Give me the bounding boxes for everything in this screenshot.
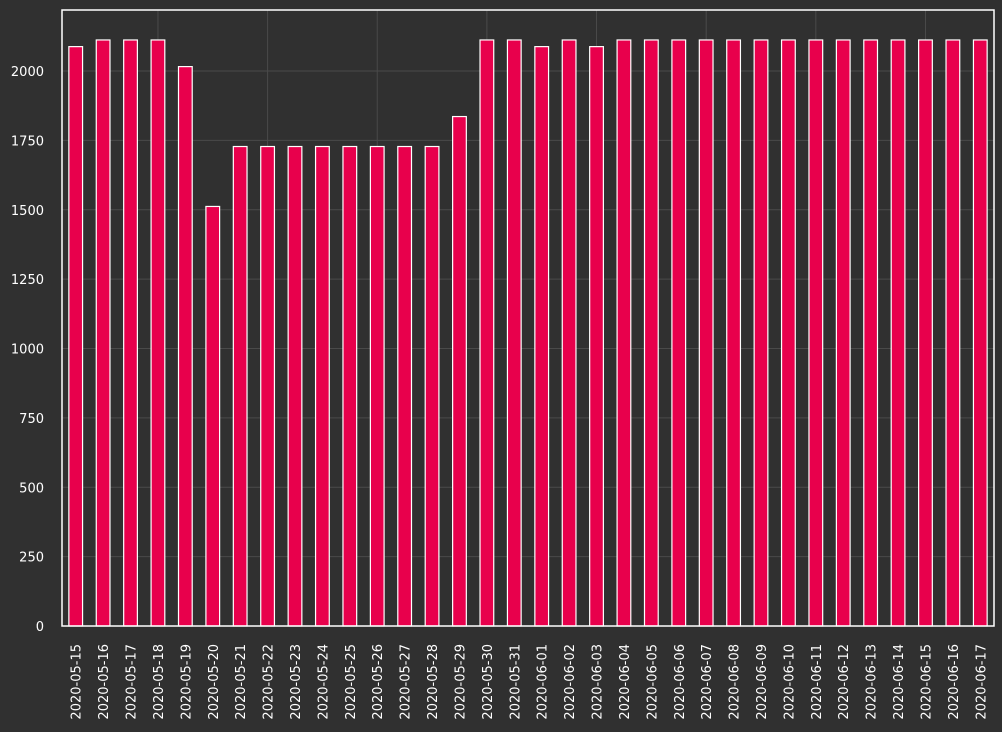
- bar-2020-06-15: [918, 39, 933, 627]
- bar-2020-05-26: [369, 145, 385, 627]
- x-tick-label: 2020-06-10: [782, 644, 797, 720]
- bar-2020-05-23: [287, 145, 303, 627]
- y-axis-ticks: 0 250 500 750 1000 1250 1500 1750 2000: [11, 65, 44, 635]
- x-tick-label: 2020-06-05: [645, 644, 660, 720]
- bar-layer: [68, 39, 988, 627]
- bar-2020-05-28: [424, 145, 440, 627]
- grid-layer: [62, 10, 994, 627]
- x-tick-label: 2020-06-13: [865, 644, 880, 720]
- bar-2020-05-16: [95, 39, 111, 627]
- y-tick-label: 1750: [11, 134, 44, 149]
- x-tick-label: 2020-05-20: [207, 644, 222, 720]
- x-tick-label: 2020-05-31: [508, 644, 523, 720]
- x-tick-label: 2020-05-17: [125, 644, 140, 720]
- x-axis-ticks: 2020-05-15 2020-05-16 2020-05-17 2020-05-18…: [70, 644, 990, 720]
- y-tick-label: 2000: [11, 65, 44, 80]
- bar-2020-05-15: [68, 46, 84, 627]
- bar-2020-06-03: [589, 46, 604, 627]
- x-tick-label: 2020-05-29: [453, 644, 468, 720]
- bar-2020-05-27: [397, 145, 413, 627]
- bar-2020-06-02: [561, 39, 577, 627]
- bar-2020-06-12: [835, 39, 851, 627]
- y-tick-label: 750: [19, 412, 44, 427]
- bar-2020-06-05: [643, 39, 659, 627]
- bar-2020-05-18: [150, 39, 166, 627]
- bar-2020-06-09: [753, 39, 769, 627]
- y-tick-label: 0: [36, 620, 44, 635]
- bar-2020-06-10: [780, 39, 796, 627]
- bar-2020-05-31: [506, 39, 522, 627]
- bar-2020-05-19: [177, 66, 193, 627]
- bar-2020-06-13: [863, 39, 879, 627]
- x-tick-label: 2020-05-15: [70, 644, 85, 720]
- x-tick-label: 2020-05-28: [426, 644, 441, 720]
- x-tick-label: 2020-05-16: [97, 644, 112, 720]
- x-tick-label: 2020-06-04: [618, 644, 633, 720]
- x-tick-label: 2020-05-18: [152, 644, 167, 720]
- x-tick-label: 2020-06-08: [728, 644, 743, 720]
- y-tick-label: 500: [19, 481, 44, 496]
- bar-2020-05-22: [260, 145, 276, 627]
- x-tick-label: 2020-06-16: [947, 644, 962, 720]
- x-tick-label: 2020-05-19: [179, 644, 194, 720]
- x-tick-label: 2020-06-07: [700, 644, 715, 720]
- bar-2020-05-21: [232, 145, 248, 627]
- bar-2020-06-14: [890, 39, 906, 627]
- bar-2020-06-04: [616, 39, 632, 627]
- bar-2020-06-11: [808, 39, 824, 627]
- bar-2020-05-25: [342, 145, 358, 627]
- y-tick-label: 250: [19, 551, 44, 566]
- x-tick-label: 2020-05-24: [316, 644, 331, 720]
- bar-2020-05-17: [123, 39, 138, 627]
- y-tick-label: 1500: [11, 204, 44, 219]
- x-tick-label: 2020-05-22: [262, 644, 277, 720]
- bar-2020-06-08: [726, 39, 742, 627]
- bar-2020-06-07: [698, 39, 714, 627]
- x-tick-label: 2020-06-11: [810, 644, 825, 720]
- x-tick-label: 2020-06-15: [919, 644, 934, 720]
- x-tick-label: 2020-05-26: [371, 644, 386, 720]
- bar-2020-06-16: [945, 39, 961, 627]
- bar-2020-06-06: [671, 39, 687, 627]
- x-tick-label: 2020-06-02: [563, 644, 578, 720]
- x-tick-label: 2020-06-17: [974, 644, 989, 720]
- x-tick-label: 2020-06-06: [673, 644, 688, 720]
- plot-frame: [61, 9, 995, 627]
- x-tick-label: 2020-06-09: [755, 644, 770, 720]
- x-tick-label: 2020-06-14: [892, 644, 907, 720]
- bar-2020-06-17: [972, 39, 988, 627]
- bar-2020-06-01: [534, 46, 550, 627]
- bar-2020-05-29: [452, 115, 467, 627]
- x-tick-label: 2020-05-23: [289, 644, 304, 720]
- x-tick-label: 2020-06-01: [536, 644, 551, 720]
- x-tick-label: 2020-05-25: [344, 644, 359, 720]
- bar-2020-05-20: [205, 205, 221, 627]
- y-tick-label: 1000: [11, 343, 44, 358]
- x-tick-label: 2020-06-12: [837, 644, 852, 720]
- bar-2020-05-24: [314, 145, 330, 627]
- y-tick-label: 1250: [11, 273, 44, 288]
- bar-2020-05-30: [479, 39, 495, 627]
- x-tick-label: 2020-05-30: [481, 644, 496, 720]
- x-tick-label: 2020-05-21: [234, 644, 249, 720]
- x-tick-label: 2020-05-27: [399, 644, 414, 720]
- x-tick-label: 2020-06-03: [591, 644, 606, 720]
